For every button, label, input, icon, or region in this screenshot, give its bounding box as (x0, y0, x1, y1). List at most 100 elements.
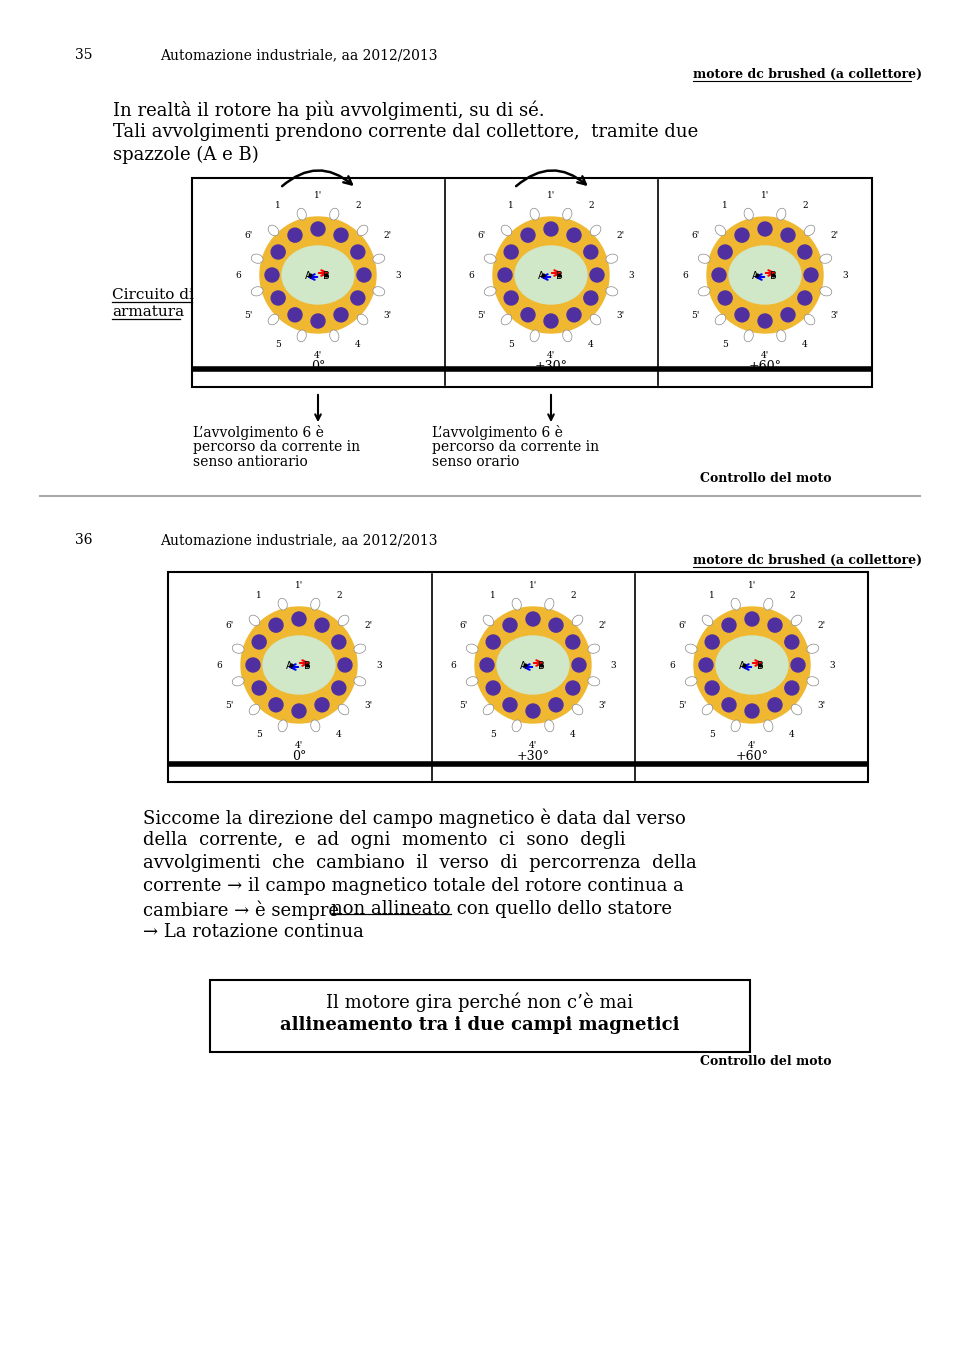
Text: A: A (286, 662, 292, 671)
Bar (210, 980, 750, 1053)
Text: 0°: 0° (311, 361, 325, 373)
Text: 1': 1' (748, 581, 756, 589)
Ellipse shape (530, 208, 540, 220)
Ellipse shape (791, 615, 802, 626)
Text: +30°: +30° (516, 750, 549, 764)
Text: → La rotazione continua: → La rotazione continua (143, 923, 364, 940)
Text: Automazione industriale, aa 2012/2013: Automazione industriale, aa 2012/2013 (160, 533, 438, 547)
Circle shape (549, 697, 563, 712)
Circle shape (768, 697, 782, 712)
Circle shape (798, 245, 812, 258)
Text: 1': 1' (295, 581, 303, 589)
Text: 5': 5' (691, 310, 700, 320)
Ellipse shape (606, 287, 618, 295)
Text: 6': 6' (226, 621, 234, 629)
Text: 4: 4 (789, 730, 795, 738)
Text: 6: 6 (468, 271, 474, 279)
Text: 6': 6' (245, 231, 252, 239)
Ellipse shape (357, 314, 368, 325)
Text: 1: 1 (256, 591, 262, 600)
Ellipse shape (483, 615, 493, 626)
Ellipse shape (250, 615, 260, 626)
Circle shape (706, 681, 719, 694)
Text: 6: 6 (669, 660, 675, 670)
Text: 5': 5' (679, 700, 687, 709)
Circle shape (707, 217, 823, 334)
Ellipse shape (483, 704, 493, 715)
Circle shape (781, 228, 795, 242)
Ellipse shape (467, 677, 478, 686)
Ellipse shape (590, 226, 601, 235)
Circle shape (271, 245, 285, 258)
Circle shape (498, 268, 512, 282)
Ellipse shape (282, 246, 354, 303)
Ellipse shape (268, 226, 278, 235)
Circle shape (292, 704, 306, 718)
Text: 1: 1 (276, 201, 281, 211)
Text: +30°: +30° (535, 361, 567, 373)
Text: 5: 5 (276, 340, 281, 349)
Text: Circuito di: Circuito di (112, 288, 194, 302)
Text: percorso da corrente in: percorso da corrente in (432, 440, 599, 454)
Text: 6: 6 (450, 660, 456, 670)
Ellipse shape (777, 208, 786, 220)
Text: spazzole (A e B): spazzole (A e B) (113, 146, 259, 164)
Circle shape (758, 314, 772, 328)
Circle shape (745, 612, 759, 626)
Ellipse shape (354, 677, 366, 686)
Text: 2: 2 (789, 591, 795, 600)
Circle shape (334, 228, 348, 242)
Ellipse shape (563, 329, 572, 342)
Circle shape (332, 681, 346, 694)
Ellipse shape (329, 208, 339, 220)
Text: A: A (304, 271, 311, 282)
Circle shape (288, 228, 302, 242)
Text: 3': 3' (817, 700, 826, 709)
Ellipse shape (338, 704, 348, 715)
Text: 2: 2 (355, 201, 361, 211)
Text: allineamento tra i due campi magnetici: allineamento tra i due campi magnetici (280, 1016, 680, 1033)
Circle shape (503, 697, 517, 712)
Text: 5': 5' (245, 310, 252, 320)
Ellipse shape (588, 644, 600, 653)
Ellipse shape (252, 287, 263, 295)
Ellipse shape (702, 615, 712, 626)
Ellipse shape (497, 636, 569, 694)
Circle shape (475, 607, 591, 723)
Circle shape (745, 704, 759, 718)
Text: 6': 6' (691, 231, 700, 239)
Text: 4': 4' (314, 350, 323, 360)
Text: 3: 3 (829, 660, 835, 670)
Circle shape (503, 618, 517, 632)
Circle shape (544, 314, 558, 328)
Circle shape (526, 704, 540, 718)
Circle shape (292, 612, 306, 626)
Text: percorso da corrente in: percorso da corrente in (193, 440, 360, 454)
Ellipse shape (544, 599, 554, 610)
Text: 6': 6' (477, 231, 486, 239)
Circle shape (486, 681, 500, 694)
Ellipse shape (716, 636, 788, 694)
Circle shape (334, 308, 348, 321)
Ellipse shape (764, 599, 773, 610)
Text: con quello dello statore: con quello dello statore (451, 899, 672, 919)
Text: 2: 2 (336, 591, 342, 600)
Text: B: B (323, 271, 329, 282)
Text: Tali avvolgimenti prendono corrente dal collettore,  tramite due: Tali avvolgimenti prendono corrente dal … (113, 123, 698, 141)
Text: motore dc brushed (a collettore): motore dc brushed (a collettore) (693, 554, 923, 567)
Ellipse shape (606, 254, 618, 264)
Text: della  corrente,  e  ad  ogni  momento  ci  sono  degli: della corrente, e ad ogni momento ci son… (143, 831, 626, 849)
Ellipse shape (804, 314, 815, 325)
Text: 1: 1 (709, 591, 715, 600)
Text: B: B (770, 271, 777, 282)
Ellipse shape (732, 599, 740, 610)
Text: 0°: 0° (292, 750, 306, 764)
Ellipse shape (252, 254, 263, 264)
Ellipse shape (572, 615, 583, 626)
Ellipse shape (263, 636, 335, 694)
Text: B: B (538, 662, 544, 671)
Text: Automazione industriale, aa 2012/2013: Automazione industriale, aa 2012/2013 (160, 48, 438, 62)
Circle shape (544, 221, 558, 236)
Ellipse shape (807, 677, 819, 686)
Ellipse shape (764, 720, 773, 731)
